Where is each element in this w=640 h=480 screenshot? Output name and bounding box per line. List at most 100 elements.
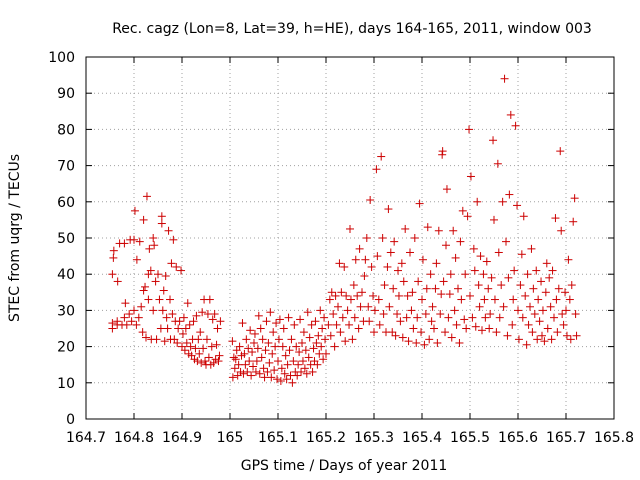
data-point [480, 295, 489, 304]
data-point [463, 212, 472, 221]
data-point [266, 308, 275, 317]
data-point [450, 306, 459, 315]
data-point [242, 335, 251, 344]
data-point [139, 215, 148, 224]
data-point [256, 324, 265, 333]
data-point [289, 357, 298, 366]
data-point [202, 335, 211, 344]
data-point [203, 310, 212, 319]
data-point [260, 373, 269, 382]
x-tick-label: 165.5 [450, 430, 490, 446]
data-point [391, 331, 400, 340]
data-point [508, 320, 517, 329]
data-point [210, 310, 219, 319]
data-point [431, 284, 440, 293]
data-point [545, 273, 554, 282]
x-tick-label: 165.4 [402, 430, 442, 446]
data-point [193, 357, 202, 366]
data-point [428, 302, 437, 311]
data-point [572, 331, 581, 340]
data-point [530, 310, 539, 319]
data-point [145, 244, 154, 253]
data-point [524, 320, 533, 329]
data-point [179, 313, 188, 322]
data-point [307, 320, 316, 329]
data-point [552, 295, 561, 304]
data-point [487, 273, 496, 282]
data-point [198, 308, 207, 317]
data-point [319, 355, 328, 364]
data-point [265, 358, 274, 367]
data-point [449, 226, 458, 235]
y-tick-label: 0 [66, 412, 75, 428]
data-point [332, 320, 341, 329]
data-point [312, 338, 321, 347]
data-point [175, 317, 184, 326]
data-point [120, 313, 129, 322]
data-point [330, 342, 339, 351]
data-point [292, 342, 301, 351]
data-point [361, 255, 370, 264]
data-point [144, 295, 153, 304]
data-point [109, 246, 118, 255]
data-point [157, 212, 166, 221]
data-point [240, 349, 249, 358]
data-point [527, 244, 536, 253]
data-point [130, 235, 138, 244]
data-point [367, 262, 376, 271]
data-point [267, 373, 276, 382]
data-point [445, 290, 454, 299]
data-point [277, 364, 286, 373]
data-point [492, 328, 501, 337]
data-point [284, 313, 293, 322]
data-point [522, 340, 531, 349]
data-point [398, 333, 407, 342]
data-point [462, 324, 471, 333]
data-point [189, 317, 198, 326]
data-point [212, 340, 221, 349]
data-point [135, 237, 144, 246]
data-point [322, 349, 330, 358]
data-point [334, 302, 342, 311]
data-point [141, 282, 150, 291]
data-point [420, 340, 429, 349]
data-point [409, 324, 418, 333]
data-point [489, 136, 498, 145]
data-point [250, 338, 258, 347]
data-point [558, 310, 567, 319]
data-point [255, 369, 264, 378]
data-point [164, 226, 173, 235]
data-point [261, 346, 270, 355]
data-point [514, 306, 522, 315]
data-point [351, 255, 360, 264]
data-point [356, 302, 365, 311]
data-point [436, 310, 445, 319]
data-point [481, 313, 490, 322]
data-point [149, 306, 158, 315]
data-point [263, 367, 272, 376]
data-point [303, 308, 312, 317]
data-point [516, 281, 525, 290]
data-point [511, 121, 520, 130]
data-point [194, 335, 203, 344]
data-point [407, 306, 416, 315]
chart-title: Rec. cagz (Lon=8, Lat=39, h=HE), days 16… [112, 21, 592, 37]
data-point [293, 371, 302, 380]
data-point [326, 331, 335, 340]
data-point [394, 266, 402, 275]
data-point [272, 319, 281, 328]
data-point [268, 349, 277, 358]
data-point [280, 369, 289, 378]
data-point [329, 310, 338, 319]
data-point [231, 355, 240, 364]
data-point [320, 313, 329, 322]
data-point [178, 329, 187, 338]
data-point [399, 277, 408, 286]
data-point [355, 244, 364, 253]
data-point [430, 324, 438, 333]
data-point [427, 317, 436, 326]
data-point [300, 364, 309, 373]
data-point [346, 224, 354, 233]
data-point [315, 349, 324, 358]
